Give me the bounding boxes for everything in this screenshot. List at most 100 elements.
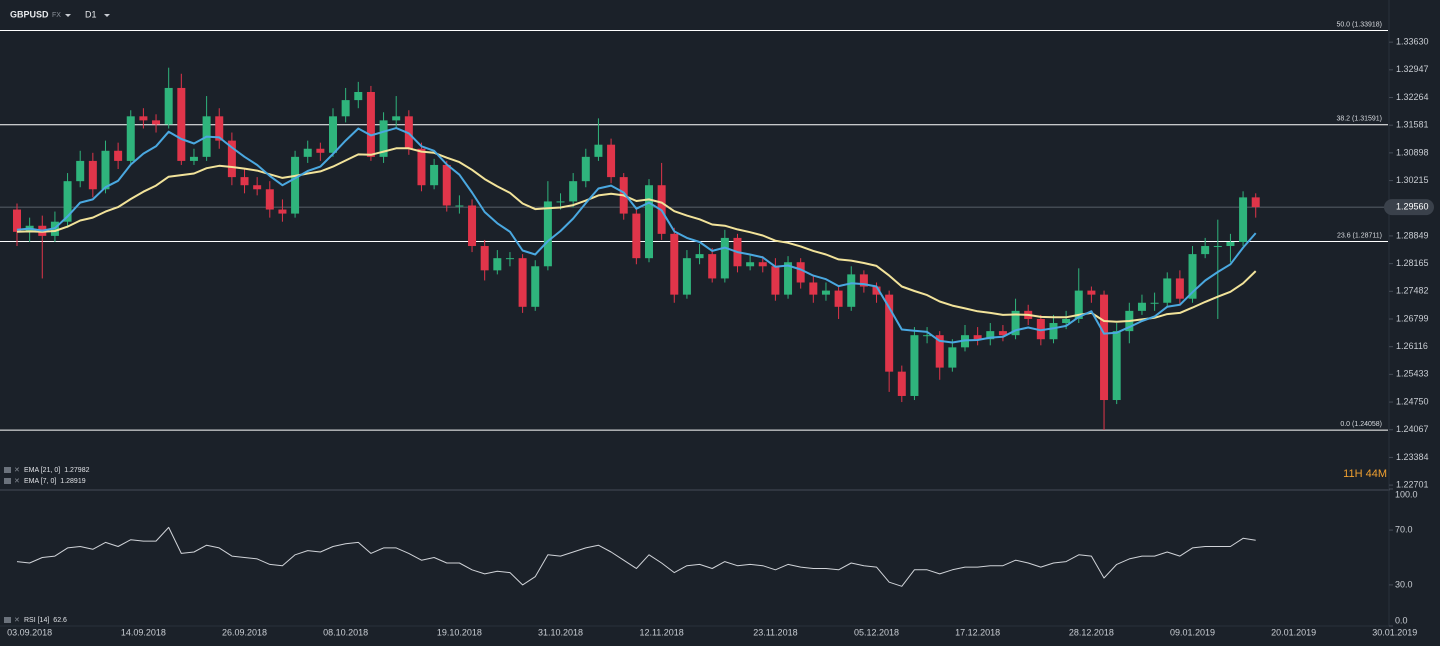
candle-body bbox=[632, 213, 641, 259]
y-tick-label: 1.26116 bbox=[1396, 341, 1428, 351]
timeframe[interactable]: D1 bbox=[85, 9, 97, 19]
y-tick-label: 1.32264 bbox=[1396, 92, 1429, 102]
x-tick-label: 17.12.2018 bbox=[955, 627, 1000, 637]
candle-body bbox=[114, 150, 123, 161]
candle-body bbox=[670, 233, 679, 295]
candle-body bbox=[1100, 294, 1109, 401]
candle-body bbox=[1112, 331, 1121, 401]
candle-body bbox=[177, 87, 186, 161]
y-tick-label: 1.30215 bbox=[1396, 175, 1429, 185]
candle-body bbox=[278, 209, 287, 214]
candle-body bbox=[645, 185, 653, 259]
y-tick-label: 1.28849 bbox=[1396, 230, 1429, 240]
legend-icon bbox=[4, 467, 11, 473]
candle-body bbox=[809, 282, 818, 295]
market[interactable]: FX bbox=[52, 12, 61, 19]
candle-body bbox=[1150, 302, 1159, 304]
candle-body bbox=[607, 144, 616, 178]
candle-body bbox=[1213, 246, 1222, 248]
candle-body bbox=[973, 335, 982, 340]
candle-body bbox=[291, 156, 300, 214]
candle-body bbox=[948, 347, 957, 368]
candle-body bbox=[505, 258, 514, 260]
candle-body bbox=[859, 274, 868, 287]
y-tick-label: 1.31581 bbox=[1396, 120, 1429, 130]
candle-body bbox=[63, 181, 72, 222]
fib-label: 50.0 (1.33918) bbox=[1336, 21, 1382, 28]
candle-body bbox=[430, 164, 439, 186]
candle-body bbox=[341, 100, 350, 117]
candle-body bbox=[581, 156, 590, 182]
y-tick-label: 1.28165 bbox=[1396, 258, 1429, 268]
legend-value: 62.6 bbox=[53, 617, 67, 624]
candle-body bbox=[1011, 310, 1020, 336]
candle-body bbox=[442, 164, 451, 206]
price-label-box bbox=[1384, 199, 1434, 216]
y-tick-label: 70.0 bbox=[1395, 524, 1413, 534]
candle-body bbox=[1163, 278, 1172, 303]
candle-body bbox=[1074, 290, 1083, 319]
rsi-line bbox=[16, 526, 1256, 587]
candle-body bbox=[1062, 318, 1071, 324]
legend-icon bbox=[4, 478, 11, 484]
ema-line bbox=[16, 127, 1257, 344]
x-tick-label: 30.01.2019 bbox=[1372, 627, 1417, 637]
candle-body bbox=[986, 331, 995, 340]
legend-name: EMA [21, 0] bbox=[24, 467, 60, 474]
candle-body bbox=[215, 116, 224, 141]
candle-body bbox=[329, 116, 337, 153]
legend-close: ✕ bbox=[14, 478, 20, 485]
candle-body bbox=[152, 120, 161, 125]
candle-body bbox=[1137, 302, 1146, 311]
candle-body bbox=[265, 189, 274, 210]
candle-body bbox=[784, 262, 793, 295]
y-tick-label: 0.0 bbox=[1395, 615, 1408, 625]
y-tick-label: 1.33630 bbox=[1396, 37, 1429, 47]
candle-body bbox=[480, 246, 489, 271]
symbol[interactable]: GBPUSD bbox=[10, 9, 49, 19]
candle-body bbox=[303, 148, 312, 157]
candle-body bbox=[126, 116, 135, 161]
candle-body bbox=[139, 116, 148, 121]
y-tick-label: 100.0 bbox=[1395, 489, 1418, 499]
candle-body bbox=[468, 205, 477, 247]
candle-body bbox=[556, 201, 565, 203]
candle-body bbox=[189, 156, 198, 161]
candle-body bbox=[796, 262, 805, 283]
candle-body bbox=[164, 87, 173, 125]
candle-body bbox=[771, 266, 780, 295]
candle-body bbox=[569, 181, 578, 202]
candle-body bbox=[935, 335, 944, 368]
candle-body bbox=[1251, 197, 1260, 208]
candle-body bbox=[720, 237, 729, 279]
dropdown-arrow[interactable] bbox=[65, 14, 71, 17]
candle-body bbox=[872, 286, 881, 295]
dropdown-arrow[interactable] bbox=[104, 14, 110, 17]
x-tick-label: 20.01.2019 bbox=[1271, 627, 1316, 637]
ema-line bbox=[16, 147, 1257, 323]
candle-body bbox=[885, 294, 894, 372]
legend-name: EMA [7, 0] bbox=[24, 478, 56, 485]
candle-body bbox=[682, 258, 691, 295]
candle-body bbox=[101, 150, 110, 190]
candle-body bbox=[897, 371, 906, 396]
candle-body bbox=[543, 201, 552, 267]
y-tick-label: 1.24750 bbox=[1396, 396, 1429, 406]
candle-body bbox=[240, 177, 249, 186]
candle-body bbox=[417, 148, 426, 186]
candle-body bbox=[1036, 318, 1045, 340]
candle-body bbox=[923, 335, 932, 337]
x-tick-label: 28.12.2018 bbox=[1069, 627, 1114, 637]
candle-body bbox=[1239, 197, 1248, 242]
candle-body bbox=[594, 144, 603, 157]
candle-body bbox=[1188, 254, 1197, 299]
candle-body bbox=[1175, 278, 1184, 299]
legend-value: 1.27982 bbox=[64, 467, 89, 474]
y-tick-label: 1.23384 bbox=[1396, 452, 1429, 462]
candle-body bbox=[821, 290, 830, 295]
x-tick-label: 23.11.2018 bbox=[753, 627, 797, 637]
y-tick-label: 30.0 bbox=[1395, 579, 1413, 589]
